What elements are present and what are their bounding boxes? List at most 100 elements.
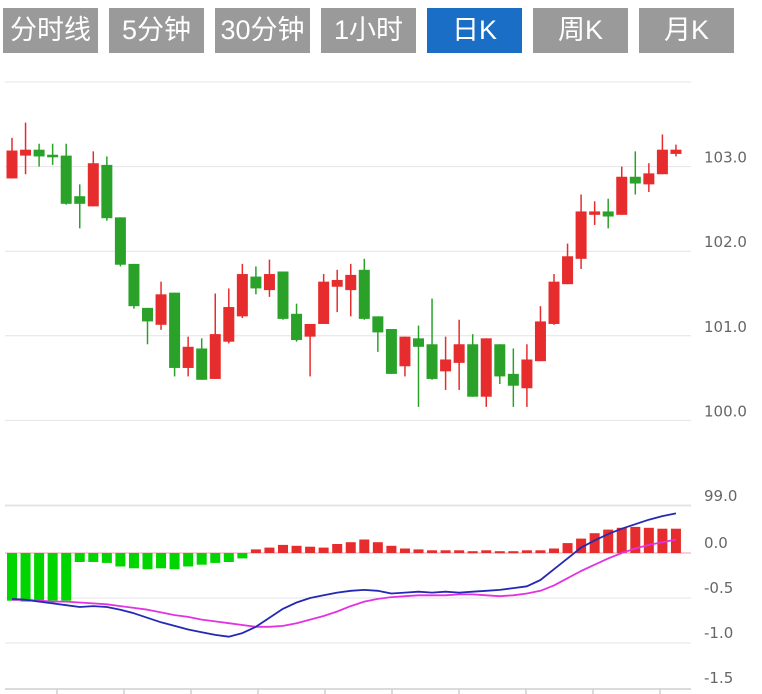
macd-histogram-bar [670,528,681,553]
macd-histogram-bar [657,528,668,553]
candle-body [6,150,18,179]
candle-body [548,281,560,324]
tab-daily-k[interactable]: 日K [427,8,522,53]
candle-body [345,274,357,291]
macd-histogram-bar [142,553,153,570]
candle-body [128,263,140,307]
tab-30min[interactable]: 30分钟 [215,8,310,53]
tab-1hour[interactable]: 1小时 [321,8,416,53]
macd-histogram-bar [508,551,519,554]
candle-body [453,344,465,363]
macd-histogram-bar [61,553,72,601]
candle-body [670,149,682,154]
candle-body [114,217,126,265]
candle-body [142,307,153,322]
macd-histogram-bar [101,553,112,563]
tab-monthly-k[interactable]: 月K [639,8,734,53]
candle-body [209,334,221,379]
macd-histogram-bar [47,553,58,601]
candle-body [467,344,479,397]
macd-histogram-bar [386,545,397,553]
candle-body [616,176,628,215]
macd-histogram-bar [237,553,248,559]
macd-histogram-bar [616,527,627,553]
macd-histogram-bar [521,550,532,553]
macd-histogram-bar [196,553,207,565]
candle-body [494,344,506,377]
macd-histogram-bar [291,545,302,553]
price-axis-label: 101.0 [704,318,747,336]
macd-histogram-bar [34,553,45,602]
candle-body [656,149,668,175]
price-axis-label: 99.0 [704,487,737,505]
tab-time-line[interactable]: 分时线 [3,8,98,53]
dif-line [11,512,677,638]
period-tabbar: 分时线 5分钟 30分钟 1小时 日K 周K 月K [3,8,734,53]
macd-histogram-bar [467,551,478,554]
macd-histogram-bar [630,526,641,553]
macd-histogram-bar [359,539,370,553]
candle-body [507,373,519,386]
candle-body [629,176,641,184]
candle-body [101,164,113,219]
macd-histogram-bar [169,553,180,570]
candle-body [196,348,208,380]
dea-line [12,538,677,628]
candle-body [223,307,235,342]
candle-body [575,211,587,259]
candle-body [643,173,655,185]
macd-histogram-bar [305,546,316,553]
candle-body [372,316,384,333]
macd-histogram-bar [562,543,573,553]
candle-body [250,276,262,289]
macd-histogram-bar [20,553,31,602]
candle-body [385,329,397,374]
macd-histogram-bar [427,550,438,553]
candle-body [169,292,181,368]
candle-body [589,211,601,215]
candle-body [480,338,492,397]
candle-body [426,344,438,379]
macd-histogram-bar [88,553,99,562]
candle-body [413,338,424,347]
macd-axis-label: -0.5 [704,579,733,597]
macd-histogram-bar [372,542,383,553]
macd-histogram-bar [156,553,167,569]
macd-axis-label: 0.0 [704,534,728,552]
candle-body [291,313,303,341]
tab-weekly-k[interactable]: 周K [533,8,628,53]
macd-histogram-bar [74,553,85,562]
candle-body [155,294,167,325]
candle-body [399,336,411,367]
candle-body [304,323,316,337]
candle-body [562,256,574,285]
candle-body [534,321,546,362]
macd-histogram-bar [535,550,546,553]
candle-body [47,154,59,158]
macd-histogram-bar [223,553,234,562]
tab-5min[interactable]: 5分钟 [109,8,204,53]
macd-histogram-bar [454,550,465,553]
macd-histogram-bar [115,553,126,567]
candle-body [87,163,99,207]
candle-body [358,269,370,319]
macd-histogram-bar [481,550,492,553]
candle-body [236,274,248,317]
macd-histogram-bar [589,533,600,553]
macd-histogram-bar [210,553,221,563]
macd-histogram-bar [264,547,275,553]
macd-histogram-bar [603,529,614,553]
macd-axis-label: -1.5 [704,669,733,687]
macd-axis-label: -1.0 [704,624,733,642]
macd-histogram-bar [332,544,343,553]
macd-histogram-bar [7,553,17,601]
macd-histogram-bar [183,553,194,567]
candle-body [263,274,275,291]
macd-histogram-bar [440,550,451,553]
macd-histogram-bar [128,553,139,569]
macd-histogram-bar [250,549,261,553]
macd-histogram-bar [278,544,288,553]
macd-histogram-bar [643,527,654,553]
